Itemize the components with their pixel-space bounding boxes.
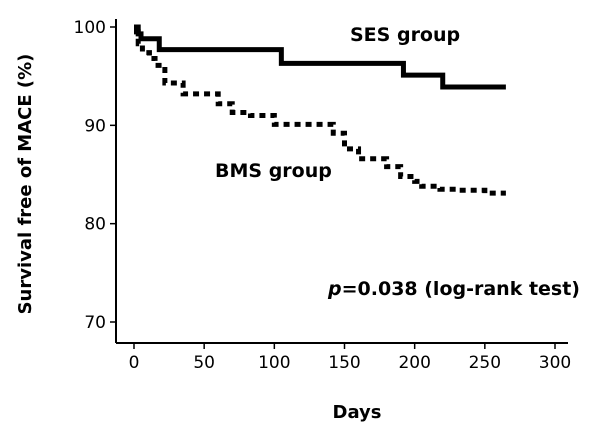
axes xyxy=(115,19,568,344)
x-tick-label: 100 xyxy=(258,353,290,373)
ses-survival-curve xyxy=(134,24,506,90)
p-value-annotation: p=0.038 (log-rank test) xyxy=(327,278,580,300)
x-tick-label: 250 xyxy=(469,353,501,373)
survival-curves xyxy=(134,24,506,196)
y-tick-label: 80 xyxy=(84,215,106,235)
y-tick-label: 70 xyxy=(84,313,106,333)
y-ticks: 70 80 90 100 xyxy=(74,18,116,333)
x-tick-label: 200 xyxy=(398,353,430,373)
p-value-text: =0.038 (log-rank test) xyxy=(342,278,580,300)
x-ticks: 0 50 100 150 200 250 300 xyxy=(129,343,571,373)
y-axis-title: Survival free of MACE (%) xyxy=(15,54,36,315)
bms-group-label: BMS group xyxy=(215,160,332,182)
bms-survival-curve xyxy=(134,29,506,196)
x-axis-title: Days xyxy=(333,402,382,423)
y-tick-label: 90 xyxy=(84,116,106,136)
x-tick-label: 50 xyxy=(193,353,215,373)
x-tick-label: 150 xyxy=(328,353,360,373)
x-tick-label: 300 xyxy=(539,353,571,373)
x-tick-label: 0 xyxy=(129,353,140,373)
y-tick-label: 100 xyxy=(74,18,106,38)
ses-group-label: SES group xyxy=(350,24,460,46)
p-symbol: p xyxy=(327,278,342,300)
